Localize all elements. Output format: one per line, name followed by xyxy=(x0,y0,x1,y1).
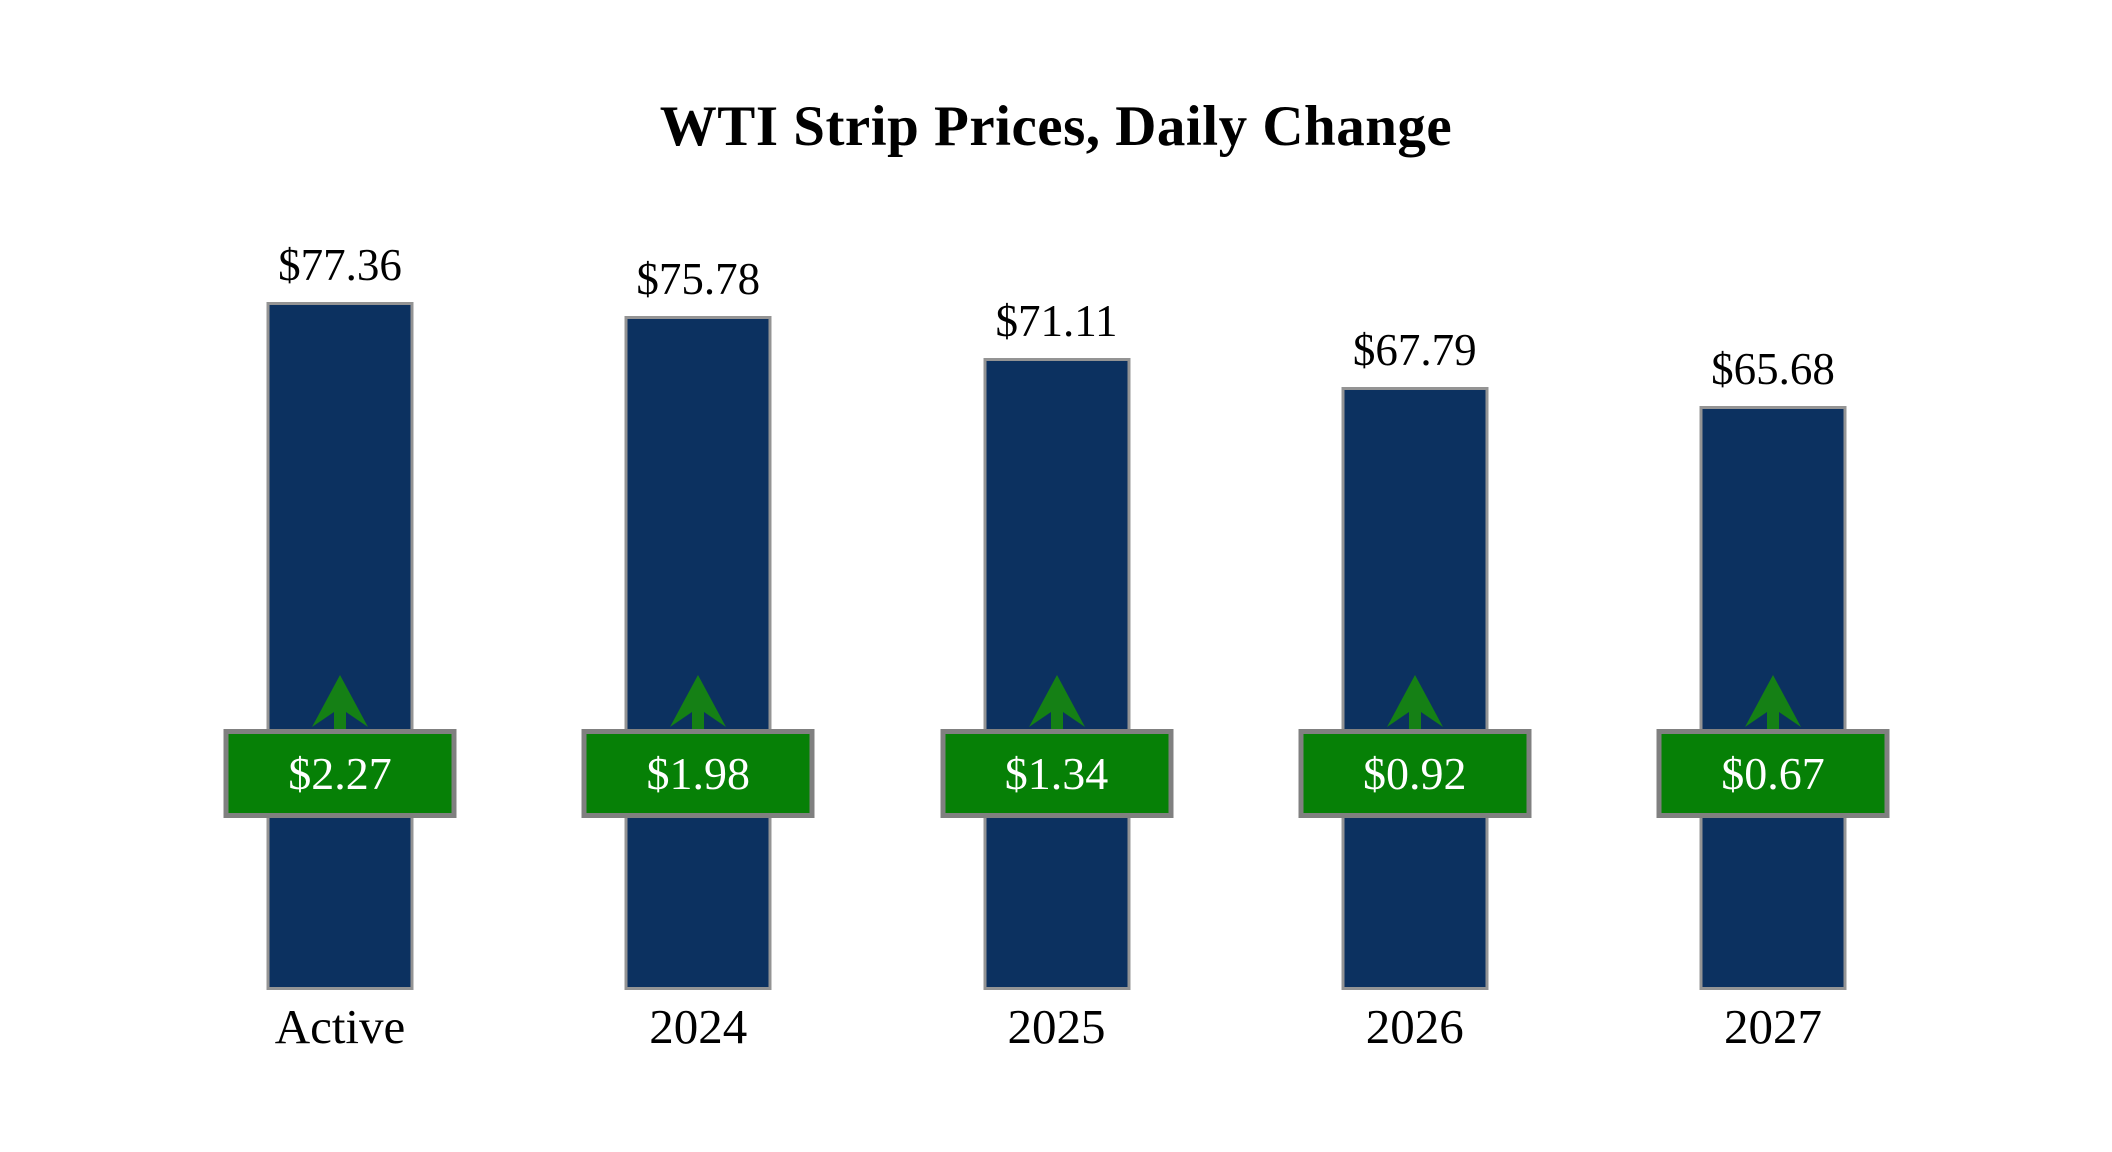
change-badge: $2.27 xyxy=(223,729,457,818)
price-label: $71.11 xyxy=(995,295,1118,346)
up-arrow-icon xyxy=(670,675,727,729)
category-label: 2026 xyxy=(1365,999,1464,1054)
bar-column: $67.79 $0.92 2026 xyxy=(1235,0,1595,1152)
change-badge-label: $0.92 xyxy=(1363,747,1467,799)
price-bar xyxy=(983,358,1130,990)
change-badge-label: $1.98 xyxy=(646,747,751,799)
up-arrow-icon xyxy=(1028,675,1085,729)
change-badge-label: $1.34 xyxy=(1004,747,1109,799)
category-label: 2025 xyxy=(1007,999,1106,1054)
bar-column: $71.11 $1.34 2025 xyxy=(877,0,1237,1152)
price-label: $67.79 xyxy=(1352,324,1477,375)
change-badge-label: $0.67 xyxy=(1721,747,1825,799)
up-arrow-icon xyxy=(312,675,368,729)
change-badge: $0.92 xyxy=(1298,729,1532,818)
category-label: 2024 xyxy=(649,999,748,1054)
change-badge-label: $2.27 xyxy=(288,747,392,799)
price-label: $65.68 xyxy=(1711,343,1835,394)
change-badge: $0.67 xyxy=(1656,729,1890,818)
bar-column: $65.68 $0.67 2027 xyxy=(1593,0,1953,1152)
chart-title: WTI Strip Prices, Daily Change xyxy=(659,95,1453,158)
category-label: Active xyxy=(274,999,406,1054)
price-label: $75.78 xyxy=(636,253,761,304)
bar-column: $75.78 $1.98 2024 xyxy=(518,0,878,1152)
price-bar xyxy=(266,302,414,990)
price-bar xyxy=(624,316,772,990)
change-badge: $1.98 xyxy=(581,729,815,818)
bar-column: $77.36 $2.27 Active xyxy=(160,0,520,1152)
category-label: 2027 xyxy=(1724,999,1822,1054)
up-arrow-icon xyxy=(1386,675,1443,729)
up-arrow-icon xyxy=(1745,675,1801,729)
change-badge: $1.34 xyxy=(940,729,1173,818)
price-label: $77.36 xyxy=(278,239,402,290)
